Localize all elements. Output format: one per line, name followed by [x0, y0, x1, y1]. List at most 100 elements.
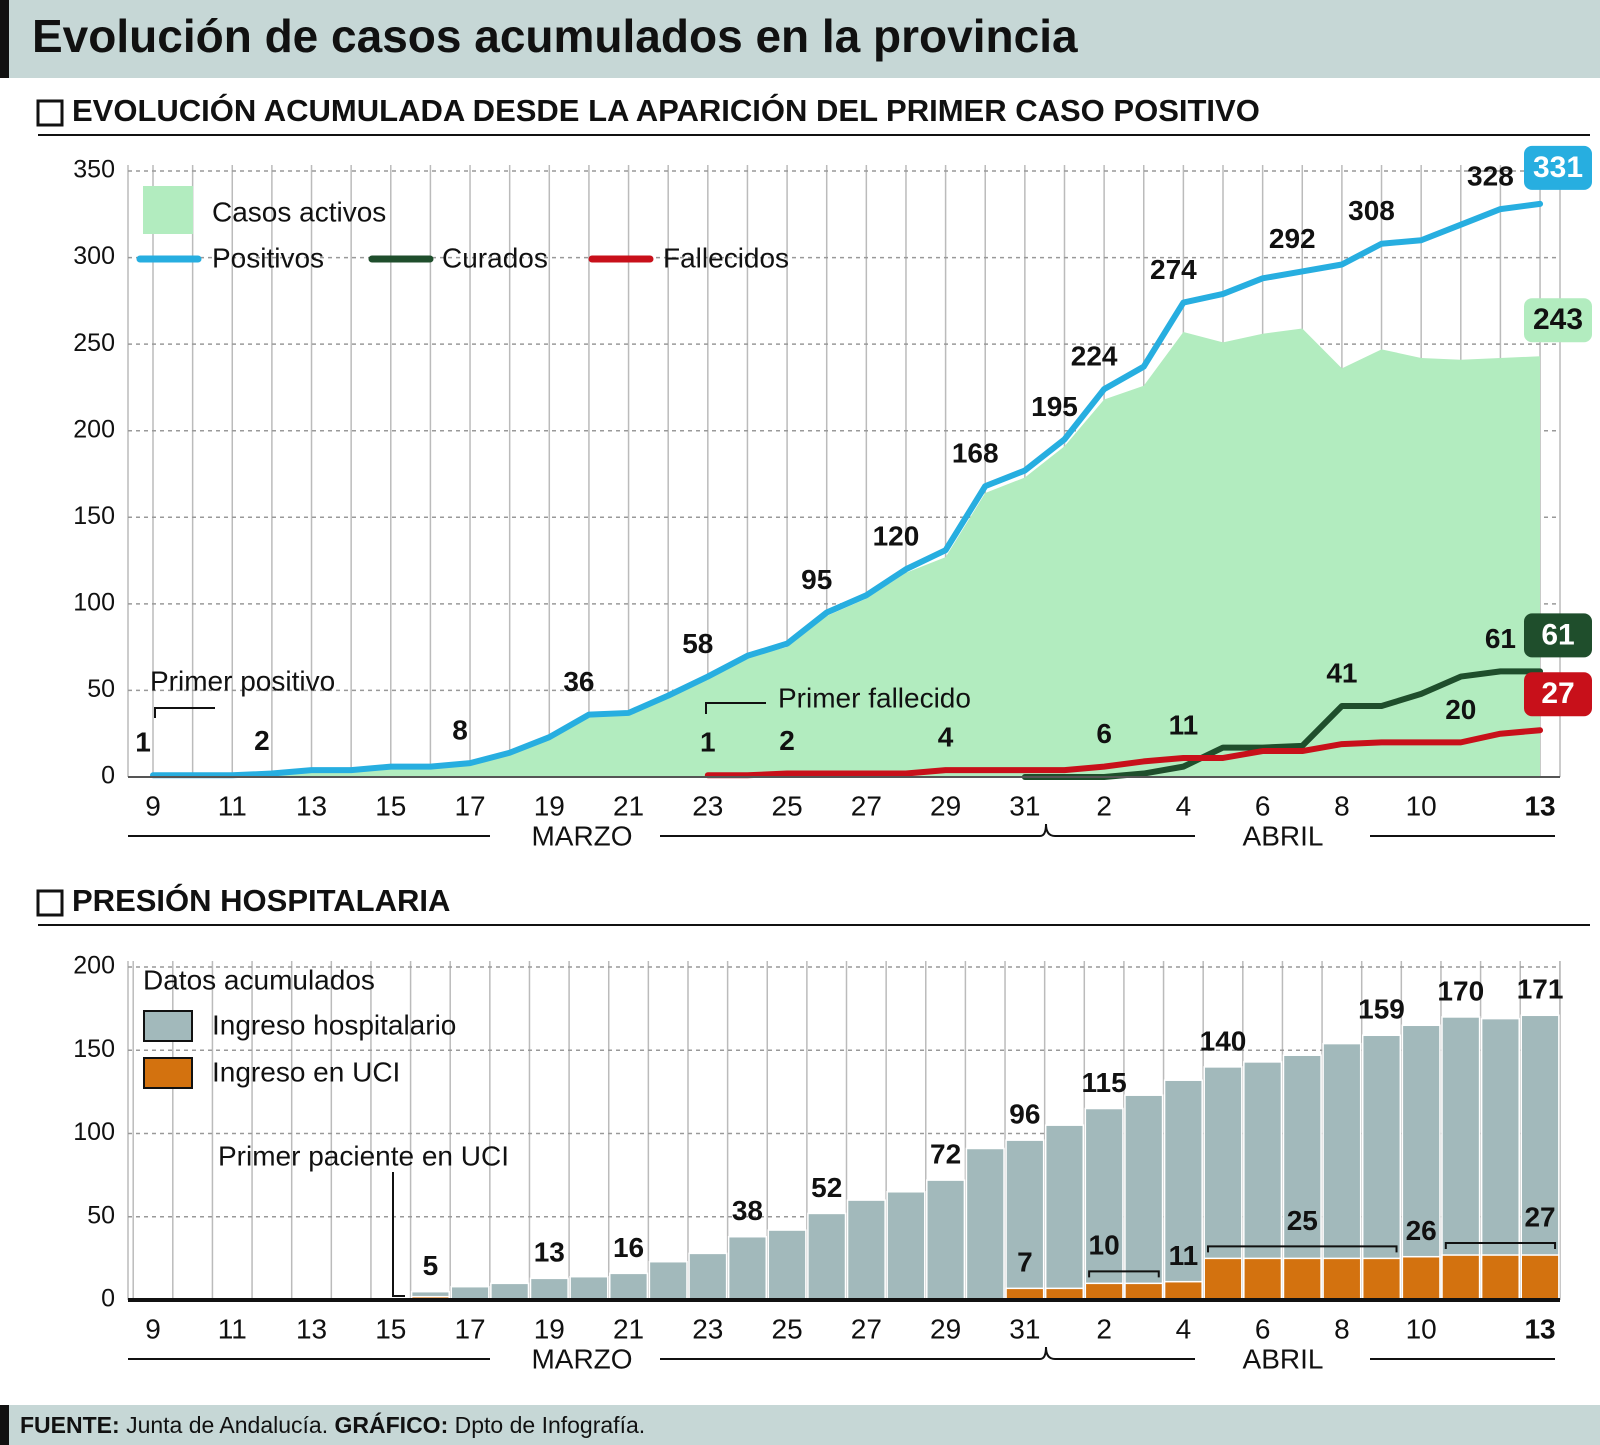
y-tick-label: 0 [101, 762, 115, 790]
area [153, 328, 1541, 777]
value-label: 52 [811, 1172, 842, 1203]
value-label: 308 [1348, 195, 1395, 226]
x-tick-label: 10 [1406, 1313, 1437, 1344]
x-tick-label: 29 [930, 1313, 961, 1344]
value-label: 96 [1009, 1099, 1040, 1130]
bar [1282, 1257, 1322, 1301]
x-tick-label: 6 [1255, 790, 1271, 821]
legend-swatch [143, 1010, 193, 1042]
bar [1322, 1042, 1362, 1301]
value-label: 11 [1169, 709, 1199, 740]
bar [1520, 1014, 1560, 1301]
month-label: MARZO [531, 1343, 632, 1374]
x-tick-label: 27 [851, 1313, 882, 1344]
line [704, 727, 1544, 779]
value-label: 95 [801, 564, 832, 595]
x-tick-label: 31 [1009, 790, 1040, 821]
x-tick-label: 23 [692, 1313, 723, 1344]
annotation-bracket [705, 702, 766, 714]
value-label: 1 [700, 727, 716, 758]
x-tick-label: 13 [1524, 1313, 1555, 1344]
section-title: EVOLUCIÓN ACUMULADA DESDE LA APARICIÓN D… [72, 92, 1260, 128]
value-label: 195 [1031, 391, 1078, 422]
value-label: 159 [1358, 994, 1405, 1025]
footer-accent [0, 1405, 9, 1445]
bar [1124, 1282, 1164, 1301]
value-label: 26 [1406, 1215, 1437, 1246]
bar [886, 1191, 926, 1301]
y-tick-label: 300 [73, 242, 115, 270]
value-label: 16 [613, 1232, 644, 1263]
month-join [1039, 823, 1056, 837]
y-tick-label: 0 [101, 1285, 115, 1313]
label-bracket [1444, 1242, 1557, 1250]
legend-label: Curados [442, 242, 548, 273]
x-tick-label: 15 [375, 790, 406, 821]
x-tick-label: 8 [1334, 1313, 1350, 1344]
bar [1401, 1024, 1441, 1301]
x-tick-label: 9 [145, 1313, 161, 1344]
x-tick-label: 11 [218, 790, 247, 821]
bar [1401, 1255, 1441, 1301]
x-tick-label: 13 [1524, 790, 1555, 821]
bar [1005, 1139, 1045, 1301]
bar [1361, 1257, 1402, 1301]
value-label: 120 [873, 521, 920, 552]
value-label: 224 [1071, 341, 1118, 372]
bar [1322, 1257, 1362, 1301]
bar [846, 1199, 886, 1301]
y-tick-label: 350 [73, 156, 115, 184]
y-tick-label: 50 [87, 1201, 115, 1229]
x-tick-label: 25 [772, 790, 803, 821]
value-label: 72 [930, 1139, 961, 1170]
x-tick-label: 13 [296, 790, 327, 821]
title-band [0, 0, 1600, 78]
end-label: 61 [1541, 618, 1574, 651]
title-accent [0, 0, 9, 78]
x-tick-label: 17 [454, 790, 485, 821]
legend-title: Datos acumulados [143, 964, 375, 995]
x-tick-label: 4 [1176, 1313, 1192, 1344]
value-label: 25 [1287, 1205, 1318, 1236]
bar [1084, 1107, 1124, 1301]
value-label: 6 [1096, 718, 1112, 749]
legend-label: Positivos [212, 242, 324, 273]
x-tick-label: 15 [375, 1313, 406, 1344]
month-label: ABRIL [1243, 1343, 1324, 1374]
end-label: 243 [1533, 303, 1583, 336]
value-label: 11 [1169, 1240, 1199, 1271]
bar [807, 1212, 847, 1301]
value-label: 115 [1082, 1067, 1127, 1098]
y-tick-label: 150 [73, 502, 115, 530]
x-tick-label: 17 [454, 1313, 485, 1344]
y-tick-label: 100 [73, 588, 115, 616]
value-label: 140 [1200, 1025, 1247, 1056]
source: Junta de Andalucía. [126, 1412, 328, 1438]
y-tick-label: 200 [73, 952, 115, 980]
bar [1163, 1280, 1203, 1301]
x-tick-label: 2 [1096, 790, 1112, 821]
x-tick-label: 19 [534, 1313, 565, 1344]
end-label-box [1524, 298, 1592, 343]
x-tick-label: 21 [613, 1313, 644, 1344]
bar [1163, 1079, 1203, 1301]
footer: FUENTE: Junta de Andalucía. GRÁFICO: Dpt… [20, 1411, 645, 1438]
annotation: Primer positivo [150, 665, 335, 696]
credit: Dpto de Infografía. [455, 1412, 646, 1438]
annotation-line [392, 1172, 405, 1297]
value-label: 2 [779, 725, 795, 756]
bar [1203, 1257, 1243, 1301]
bar [609, 1272, 649, 1301]
x-tick-label: 4 [1176, 790, 1192, 821]
value-label: 5 [423, 1250, 439, 1281]
annotation: Primer fallecido [778, 682, 971, 713]
end-label: 27 [1541, 677, 1574, 710]
value-label: 41 [1326, 657, 1357, 688]
x-tick-label: 9 [145, 790, 161, 821]
value-label: 171 [1517, 974, 1564, 1005]
value-label: 10 [1089, 1230, 1120, 1261]
x-tick-label: 25 [772, 1313, 803, 1344]
x-tick-label: 10 [1406, 790, 1437, 821]
